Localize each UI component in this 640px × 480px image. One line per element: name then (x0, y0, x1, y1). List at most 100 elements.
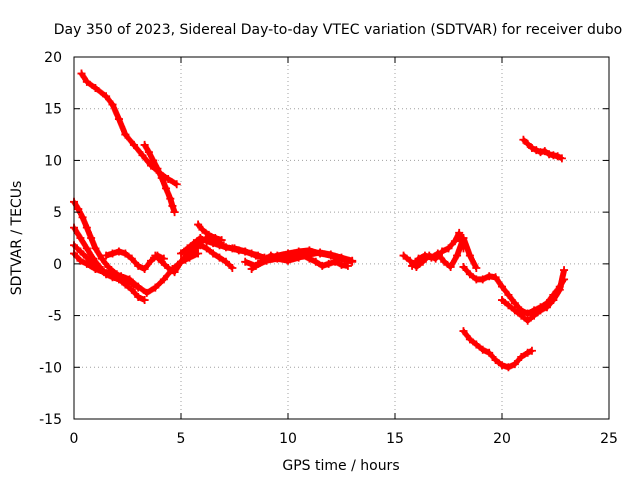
data-point (172, 180, 181, 189)
data-point (144, 148, 153, 157)
data-point (286, 250, 295, 259)
data-point (549, 151, 558, 160)
series-track-14 (247, 249, 352, 274)
data-point (164, 263, 173, 272)
data-point (247, 265, 256, 274)
data-point (324, 259, 333, 268)
data-point (318, 261, 327, 270)
data-point (114, 115, 123, 124)
data-point (185, 251, 194, 260)
data-point (557, 154, 566, 163)
data-point (453, 251, 462, 260)
data-point (472, 263, 481, 272)
data-point (523, 309, 532, 318)
data-point (555, 285, 564, 294)
x-tick-label: 15 (386, 431, 404, 447)
series-track-18 (498, 266, 569, 325)
data-point (459, 234, 468, 242)
data-point (279, 251, 288, 260)
data-point (121, 249, 130, 258)
data-point (465, 270, 474, 279)
series-track-19 (459, 327, 536, 372)
y-axis-label: SDTVAR / TECUs (9, 181, 25, 296)
data-point (311, 257, 320, 266)
data-point (337, 260, 346, 269)
data-point (162, 184, 171, 193)
data-point (76, 234, 85, 242)
data-point (530, 311, 539, 320)
data-point-trace (460, 328, 534, 371)
data-point (532, 146, 541, 155)
y-tick-label: -15 (39, 412, 62, 428)
series-track-1 (77, 69, 181, 189)
data-point (151, 251, 160, 260)
data-point (99, 268, 108, 277)
data-point (478, 345, 487, 354)
data-point (159, 275, 168, 284)
data-point (450, 237, 459, 246)
data-point (215, 241, 224, 250)
data-point (241, 257, 250, 266)
x-tick-label: 5 (177, 431, 186, 447)
data-point (166, 194, 175, 203)
data-point (459, 327, 468, 336)
data-point (284, 256, 292, 265)
data-point (519, 135, 528, 144)
data-point (209, 249, 218, 258)
x-tick-label: 20 (493, 431, 511, 447)
data-point (536, 148, 545, 157)
data-point (498, 361, 506, 370)
data-point (147, 256, 156, 265)
data-point (510, 306, 519, 315)
data-point (77, 69, 86, 78)
data-point (331, 257, 340, 266)
data-point (91, 244, 100, 253)
data-point (504, 363, 513, 372)
data-point (326, 250, 335, 259)
y-tick-label: 5 (53, 205, 62, 221)
data-point (465, 335, 474, 344)
data-point (125, 275, 134, 284)
data-point (177, 249, 185, 258)
data-point (140, 265, 149, 274)
data-point (433, 249, 442, 258)
data-point (202, 244, 211, 253)
data-point (183, 244, 192, 253)
data-point (129, 140, 138, 149)
data-point (491, 356, 500, 365)
data-point (427, 253, 436, 262)
data-point (292, 249, 301, 258)
data-point (498, 296, 506, 305)
data-point (102, 92, 111, 101)
data-point (504, 290, 513, 299)
data-point (157, 174, 166, 183)
series-track-20 (519, 135, 566, 163)
data-point (523, 348, 532, 357)
data-point (181, 255, 190, 264)
grid (74, 57, 609, 419)
data-point (465, 251, 474, 260)
data-point (517, 352, 526, 361)
data-point (446, 262, 455, 271)
series-track-11 (194, 220, 226, 245)
data-point (194, 249, 203, 258)
x-tick-label: 10 (279, 431, 297, 447)
data-point (76, 247, 85, 256)
data-point (485, 348, 494, 357)
data-point (540, 147, 549, 156)
data-point (523, 139, 532, 148)
data-point (485, 272, 494, 281)
data-point (168, 266, 177, 275)
data-point (82, 77, 91, 86)
y-tick-label: 20 (44, 50, 62, 66)
plot-frame (73, 56, 610, 420)
data-point (472, 340, 481, 349)
data-point (241, 247, 250, 256)
series-track-2 (140, 140, 179, 217)
y-tick-label: -5 (48, 309, 62, 325)
data-point (87, 234, 96, 242)
data-point (444, 244, 453, 253)
data-point (343, 261, 352, 270)
data-point (217, 236, 226, 245)
